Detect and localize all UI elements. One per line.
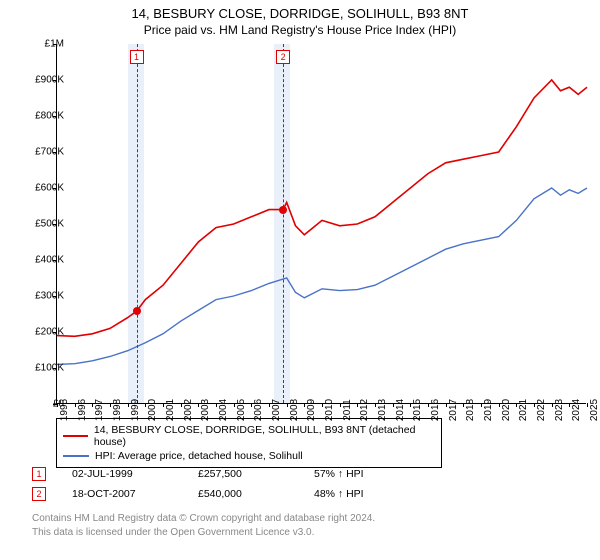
legend-label: HPI: Average price, detached house, Soli… — [95, 450, 303, 462]
event-vline — [283, 44, 284, 403]
x-axis-label: 2019 — [483, 399, 494, 421]
x-tick — [534, 403, 535, 407]
x-axis-label: 2014 — [395, 399, 406, 421]
x-axis-label: 2008 — [289, 399, 300, 421]
chart-subtitle: Price paid vs. HM Land Registry's House … — [0, 21, 600, 41]
legend-label: 14, BESBURY CLOSE, DORRIDGE, SOLIHULL, B… — [94, 424, 435, 448]
x-axis-label: 2001 — [165, 399, 176, 421]
chart-plot-area: 12 — [56, 44, 586, 404]
x-tick — [269, 403, 270, 407]
x-axis-label: 2020 — [501, 399, 512, 421]
x-axis-label: 2003 — [200, 399, 211, 421]
x-axis-label: 1999 — [130, 399, 141, 421]
legend-swatch — [63, 435, 88, 437]
x-axis-label: 2009 — [306, 399, 317, 421]
event-date: 02-JUL-1999 — [72, 468, 172, 480]
event-vline — [137, 44, 138, 403]
x-axis-label: 2000 — [147, 399, 158, 421]
legend-item: HPI: Average price, detached house, Soli… — [63, 449, 435, 463]
y-axis-label: £900K — [35, 75, 64, 86]
footer-text: Contains HM Land Registry data © Crown c… — [32, 512, 375, 539]
event-price: £540,000 — [198, 488, 288, 500]
y-axis-label: £800K — [35, 111, 64, 122]
x-tick — [163, 403, 164, 407]
x-tick — [499, 403, 500, 407]
event-delta: 48% ↑ HPI — [314, 488, 404, 500]
y-axis-label: £300K — [35, 291, 64, 302]
x-axis-label: 2007 — [271, 399, 282, 421]
x-axis-label: 2010 — [324, 399, 335, 421]
event-date: 18-OCT-2007 — [72, 488, 172, 500]
event-row-marker: 1 — [32, 467, 46, 481]
x-tick — [393, 403, 394, 407]
x-axis-label: 2016 — [430, 399, 441, 421]
x-axis-label: 2025 — [589, 399, 600, 421]
x-axis-label: 1995 — [59, 399, 70, 421]
x-tick — [552, 403, 553, 407]
footer-line-2: This data is licensed under the Open Gov… — [32, 526, 375, 540]
x-tick — [322, 403, 323, 407]
event-marker-box: 2 — [276, 50, 290, 64]
x-axis-label: 2011 — [342, 399, 353, 421]
y-axis-label: £600K — [35, 183, 64, 194]
x-tick — [216, 403, 217, 407]
y-axis-label: £100K — [35, 363, 64, 374]
x-axis-label: 2017 — [448, 399, 459, 421]
event-dot — [133, 307, 141, 315]
x-axis-label: 1998 — [112, 399, 123, 421]
footer-line-1: Contains HM Land Registry data © Crown c… — [32, 512, 375, 526]
x-axis-label: 2022 — [536, 399, 547, 421]
event-row-marker: 2 — [32, 487, 46, 501]
x-tick — [587, 403, 588, 407]
x-axis-label: 1997 — [94, 399, 105, 421]
chart-container: 14, BESBURY CLOSE, DORRIDGE, SOLIHULL, B… — [0, 0, 600, 560]
legend-swatch — [63, 455, 89, 457]
x-tick — [75, 403, 76, 407]
y-axis-label: £1M — [45, 39, 64, 50]
event-row: 1 02-JUL-1999 £257,500 57% ↑ HPI — [32, 464, 404, 484]
x-tick — [287, 403, 288, 407]
event-marker-box: 1 — [130, 50, 144, 64]
x-axis-label: 2023 — [554, 399, 565, 421]
y-axis-label: £400K — [35, 255, 64, 266]
x-axis-label: 2024 — [571, 399, 582, 421]
x-axis-label: 2013 — [377, 399, 388, 421]
chart-title: 14, BESBURY CLOSE, DORRIDGE, SOLIHULL, B… — [0, 0, 600, 21]
x-tick — [234, 403, 235, 407]
event-dot — [279, 206, 287, 214]
y-axis-label: £700K — [35, 147, 64, 158]
x-tick — [446, 403, 447, 407]
legend-item: 14, BESBURY CLOSE, DORRIDGE, SOLIHULL, B… — [63, 423, 435, 449]
x-tick — [375, 403, 376, 407]
x-axis-label: 2006 — [253, 399, 264, 421]
event-price: £257,500 — [198, 468, 288, 480]
x-tick — [128, 403, 129, 407]
event-delta: 57% ↑ HPI — [314, 468, 404, 480]
x-axis-label: 2002 — [183, 399, 194, 421]
event-row: 2 18-OCT-2007 £540,000 48% ↑ HPI — [32, 484, 404, 504]
x-tick — [181, 403, 182, 407]
x-axis-label: 2015 — [412, 399, 423, 421]
x-tick — [481, 403, 482, 407]
x-tick — [340, 403, 341, 407]
events-table: 1 02-JUL-1999 £257,500 57% ↑ HPI 2 18-OCT-200… — [32, 464, 404, 504]
x-axis-label: 2021 — [518, 399, 529, 421]
legend-box: 14, BESBURY CLOSE, DORRIDGE, SOLIHULL, B… — [56, 418, 442, 468]
x-axis-label: 2005 — [236, 399, 247, 421]
x-axis-label: 2012 — [359, 399, 370, 421]
y-axis-label: £200K — [35, 327, 64, 338]
x-axis-label: 2018 — [465, 399, 476, 421]
y-axis-label: £500K — [35, 219, 64, 230]
x-tick — [110, 403, 111, 407]
x-tick — [428, 403, 429, 407]
x-axis-label: 1996 — [77, 399, 88, 421]
x-axis-label: 2004 — [218, 399, 229, 421]
